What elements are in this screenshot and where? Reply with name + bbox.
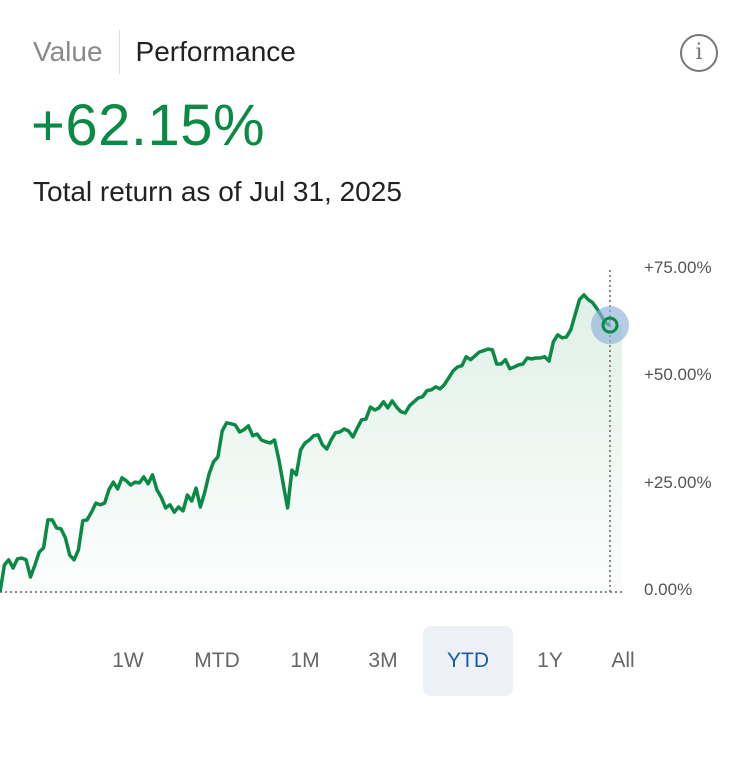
range-tab-mtd[interactable]: MTD (194, 649, 240, 672)
range-tab-1y[interactable]: 1Y (537, 649, 563, 672)
data-point-marker (601, 316, 619, 334)
performance-chart[interactable] (0, 250, 640, 610)
view-toggle: Value Performance (33, 30, 296, 74)
tab-value[interactable]: Value (33, 30, 120, 74)
y-tick-label: +25.00% (644, 472, 712, 492)
y-tick-label: +50.00% (644, 365, 712, 385)
range-tabs: 1W MTD 1M 3M YTD 1Y All (0, 626, 750, 696)
total-return-subtitle: Total return as of Jul 31, 2025 (33, 176, 402, 207)
range-tab-all[interactable]: All (611, 649, 635, 672)
range-tab-1w[interactable]: 1W (112, 649, 144, 672)
range-tab-ytd[interactable]: YTD (423, 626, 513, 696)
range-tab-3m[interactable]: 3M (368, 649, 398, 672)
series-line (0, 293, 611, 593)
total-return-value: +62.15% (31, 93, 266, 158)
area-fill (0, 294, 622, 592)
range-tab-1m[interactable]: 1M (290, 649, 320, 672)
hover-marker[interactable] (591, 306, 629, 345)
info-icon[interactable]: i (680, 34, 718, 72)
tab-performance[interactable]: Performance (135, 36, 296, 67)
y-tick-label: +75.00% (644, 258, 712, 277)
y-tick-label: 0.00% (644, 580, 693, 599)
